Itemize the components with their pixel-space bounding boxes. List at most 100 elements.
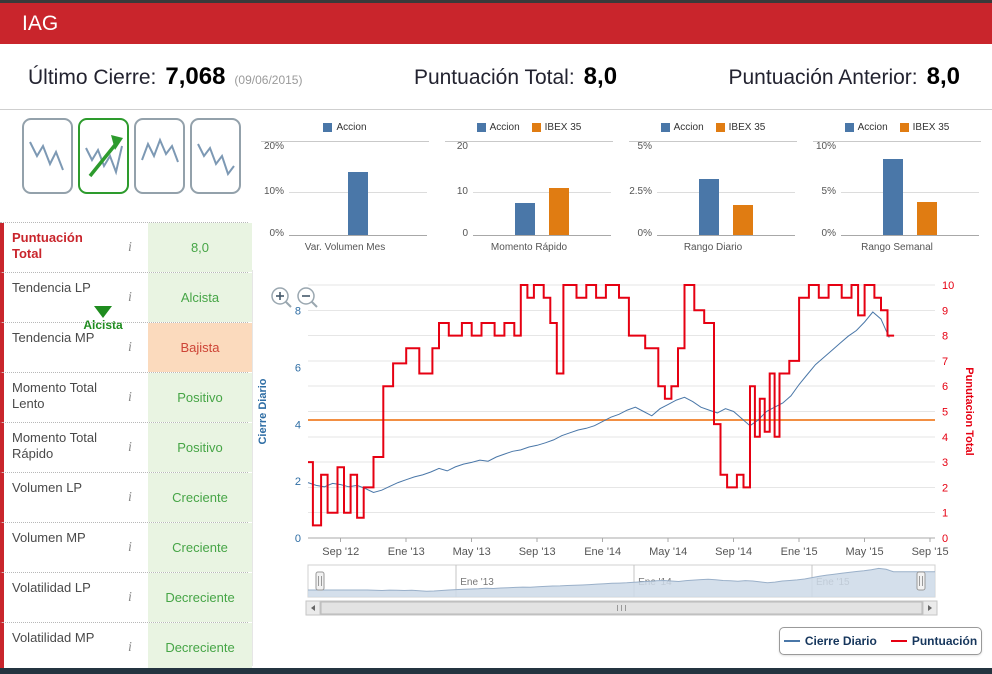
legend-item[interactable]: Accion [660, 122, 704, 133]
right-tick-label: 4 [942, 432, 948, 444]
legend-swatch-icon [715, 123, 725, 132]
right-tick-label: 10 [942, 280, 954, 292]
scrollbar-left-button-arrow-icon [311, 605, 315, 611]
legend-item[interactable]: IBEX 35 [899, 122, 949, 133]
y-tick-label: 20% [263, 141, 284, 152]
x-tick-label: May '13 [453, 546, 491, 558]
legend-label: IBEX 35 [544, 122, 582, 133]
bars [473, 148, 611, 235]
x-tick-label: Ene '13 [388, 546, 425, 558]
indicator-row: Momento Total Lento i Positivo [0, 373, 252, 423]
bars [657, 148, 795, 235]
navigator-handle-left[interactable] [315, 571, 325, 591]
indicator-value: Alcista [148, 273, 252, 322]
indicator-value: Creciente [148, 473, 252, 522]
indicator-label: Tendencia MP [12, 330, 95, 345]
left-axis-title: Cierre Diario [257, 378, 269, 444]
y-tick-label: 2.5% [629, 185, 652, 197]
puntuacion-total-label: Puntuación Total: [413, 65, 575, 89]
right-tick-label: 7 [942, 356, 948, 368]
legend-label: Accion [673, 122, 704, 133]
puntuacion-anterior-value: 8,0 [926, 62, 960, 90]
series-puntuacion [308, 284, 895, 527]
info-icon[interactable]: i [128, 289, 132, 305]
summary-bar: Último Cierre: 7,068 (09/06/2015) Puntua… [0, 44, 992, 110]
info-icon[interactable]: i [128, 389, 132, 405]
scrollbar-right-button-arrow-icon [928, 605, 932, 611]
info-icon[interactable]: i [128, 239, 132, 255]
legend-item[interactable]: IBEX 35 [715, 122, 765, 133]
gridline [657, 191, 795, 193]
indicator-row: Volatilidad MP i Decreciente [0, 623, 252, 673]
main-chart-svg: Sep '12 Ene '13 May '13 Sep '13 Ene '14 May '… [257, 280, 975, 616]
legend-item-cierre-diario[interactable]: Cierre Diario [783, 634, 877, 648]
legend-swatch-icon [476, 123, 486, 132]
indicator-value: Positivo [148, 423, 252, 472]
y-tick-label: 10 [456, 185, 468, 197]
pattern-box-pattern-4[interactable] [190, 118, 241, 194]
info-icon[interactable]: i [128, 639, 132, 655]
legend-label: Accion [336, 122, 367, 133]
mini-chart-rango-semanal: Accion IBEX 35 10% 5% 0% Rango Semanal [805, 112, 989, 264]
info-icon[interactable]: i [128, 589, 132, 605]
series-cierre-diario [307, 311, 890, 494]
left-tick-label: 2 [295, 476, 301, 488]
x-tick-label: Sep '15 [912, 546, 949, 558]
legend-item[interactable]: Accion [844, 122, 888, 133]
legend-item[interactable]: IBEX 35 [531, 122, 582, 133]
right-axis-title: Punutacion Total [963, 367, 975, 455]
legend-item[interactable]: Accion [476, 122, 520, 133]
navigator-area[interactable] [308, 568, 935, 597]
left-panel: Alcista Puntuación Total i 8,0 Tendencia LP… [0, 110, 252, 674]
ultimo-cierre-label: Último Cierre: [28, 65, 157, 89]
puntuacion-total: Puntuación Total: 8,0 [414, 63, 617, 91]
x-tick-label: Sep '12 [322, 546, 359, 558]
legend-swatch-icon [323, 123, 333, 132]
bar-accion [348, 171, 368, 235]
bar-accion [883, 159, 903, 235]
mini-chart-title: Rango Semanal [861, 242, 933, 253]
info-icon[interactable]: i [128, 489, 132, 505]
legend-label: Accion [489, 122, 520, 133]
info-icon[interactable]: i [128, 539, 132, 555]
ultimo-cierre-value: 7,068 [165, 62, 226, 90]
x-tick-label: May '15 [846, 546, 884, 558]
pattern-box-pattern-1[interactable] [22, 118, 73, 194]
right-tick-label: 8 [942, 331, 948, 343]
red-line-sample-icon [890, 640, 907, 642]
pattern-box-pattern-2[interactable] [78, 118, 129, 194]
puntuacion-anterior-label: Puntuación Anterior: [728, 65, 918, 89]
left-tick-label: 6 [295, 362, 301, 374]
gridline [473, 191, 611, 193]
info-icon[interactable]: i [128, 339, 132, 355]
mini-chart-plot: 5% 2.5% 0% [629, 141, 795, 239]
right-tick-label: 0 [942, 533, 948, 545]
x-tick-label: Ene '15 [781, 546, 818, 558]
navigator-line [308, 567, 935, 592]
navigator-handle-right[interactable] [916, 571, 926, 591]
x-tick-label: Sep '13 [519, 546, 556, 558]
legend-swatch-icon [899, 123, 909, 132]
indicator-label: Volatilidad LP [12, 580, 91, 595]
mini-chart-legend: Accion IBEX 35 [445, 114, 613, 142]
legend-item[interactable]: Accion [323, 122, 367, 133]
app-header: IAG [0, 3, 992, 44]
pattern-box-pattern-3[interactable] [134, 118, 185, 194]
zoom-out-icon-handle [311, 301, 318, 308]
y-tick-label: 5% [821, 185, 836, 197]
indicator-row: Volumen LP i Creciente [0, 473, 252, 523]
blue-line-sample-icon [783, 640, 800, 642]
mini-chart-plot: 20 10 0 [457, 141, 611, 239]
legend-item-puntuacion[interactable]: Puntuación [890, 634, 977, 648]
mini-chart-var-volumen-mes: Accion 20% 10% 0% Var. Volumen Mes [253, 112, 437, 264]
indicator-label: Tendencia LP [12, 280, 91, 295]
indicator-label: Volumen MP [12, 530, 86, 545]
bar-ibex-35 [917, 201, 937, 235]
legend-label: Cierre Diario [804, 634, 877, 648]
info-icon[interactable]: i [128, 439, 132, 455]
selected-pattern-marker-icon [94, 306, 112, 318]
mini-chart-legend: Accion IBEX 35 [629, 114, 797, 142]
pattern-sparkline-icon [196, 143, 235, 177]
mini-chart-title: Rango Diario [683, 242, 743, 253]
left-tick-label: 8 [295, 306, 301, 318]
